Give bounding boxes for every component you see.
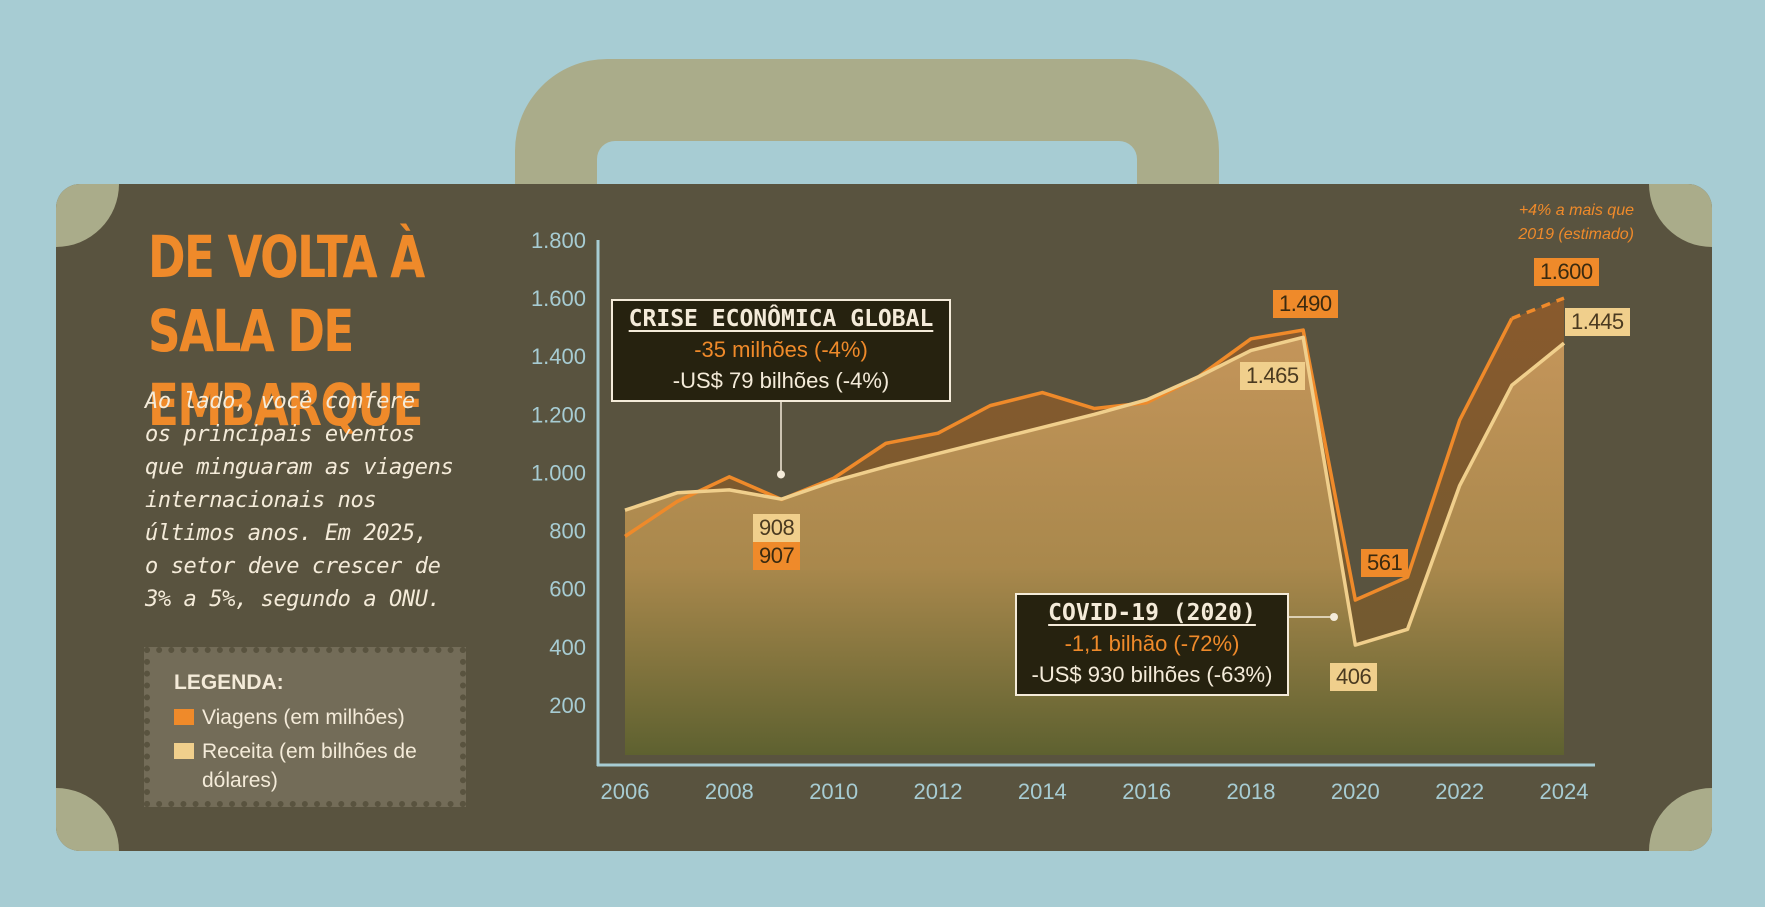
x-tick-label: 2008	[705, 779, 754, 804]
data-label-trips-2024: 1.600	[1534, 258, 1599, 286]
area-revenue	[625, 337, 1564, 755]
annotation-global-crisis-trips: -35 milhões (-4%)	[694, 337, 868, 362]
data-label-trips-2019: 1.490	[1273, 290, 1338, 318]
x-tick-label: 2018	[1227, 779, 1276, 804]
annotation-global-crisis: CRISE ECONÔMICA GLOBAL -35 milhões (-4%)…	[611, 299, 951, 402]
legend-label-revenue: Receita (em bilhões de dólares)	[202, 740, 417, 792]
page-title: DE VOLTA À SALA DE EMBARQUE	[148, 223, 425, 439]
y-tick-label: 1.600	[531, 286, 586, 311]
x-tick-label: 2016	[1122, 779, 1171, 804]
leader-dot-covid	[1330, 613, 1338, 621]
y-tick-label: 800	[549, 519, 586, 544]
x-tick-label: 2012	[914, 779, 963, 804]
legend-label-trips: Viagens (em milhões)	[202, 706, 405, 729]
annotation-covid-revenue: -US$ 930 bilhões (-63%)	[1031, 662, 1273, 687]
annotation-covid: COVID-19 (2020) -1,1 bilhão (-72%) -US$ …	[1015, 593, 1289, 696]
data-label-trips-2020: 561	[1361, 549, 1409, 577]
x-tick-label: 2022	[1435, 779, 1484, 804]
y-tick-label: 600	[549, 577, 586, 602]
x-tick-label: 2024	[1540, 779, 1589, 804]
data-label-revenue-2024: 1.445	[1565, 308, 1630, 336]
legend-swatch-trips	[174, 709, 194, 725]
x-tick-label: 2010	[809, 779, 858, 804]
legend: LEGENDA: Viagens (em milhões) Receita (e…	[144, 647, 466, 807]
legend-swatch-revenue	[174, 743, 194, 759]
data-label-revenue-2009: 908	[753, 514, 801, 542]
data-label-trips-2009: 907	[753, 542, 801, 570]
intro-text: Ao lado, você confere os principais even…	[145, 389, 454, 612]
annotation-covid-trips: -1,1 bilhão (-72%)	[1064, 631, 1240, 656]
annotation-covid-title: COVID-19 (2020)	[1048, 600, 1256, 626]
leader-dot-crisis	[777, 470, 785, 479]
data-label-revenue-2019: 1.465	[1240, 362, 1305, 390]
annotation-global-crisis-revenue: -US$ 79 bilhões (-4%)	[672, 368, 890, 393]
y-tick-label: 1.400	[531, 344, 586, 369]
estimate-note: +4% a mais que 2019 (estimado)	[1518, 202, 1634, 243]
line-trips	[624, 317, 1514, 602]
annotation-global-crisis-title: CRISE ECONÔMICA GLOBAL	[628, 306, 934, 332]
x-tick-label: 2014	[1018, 779, 1067, 804]
y-tick-label: 1.200	[531, 402, 586, 427]
y-tick-label: 1.000	[531, 460, 586, 485]
legend-title: LEGENDA:	[174, 671, 284, 694]
data-label-revenue-2020: 406	[1330, 663, 1378, 691]
x-tick-label: 2020	[1331, 779, 1380, 804]
y-tick-label: 400	[549, 635, 586, 660]
y-tick-label: 1.800	[531, 228, 586, 253]
line-revenue	[624, 335, 1566, 647]
y-tick-label: 200	[549, 693, 586, 718]
x-tick-label: 2006	[601, 779, 650, 804]
